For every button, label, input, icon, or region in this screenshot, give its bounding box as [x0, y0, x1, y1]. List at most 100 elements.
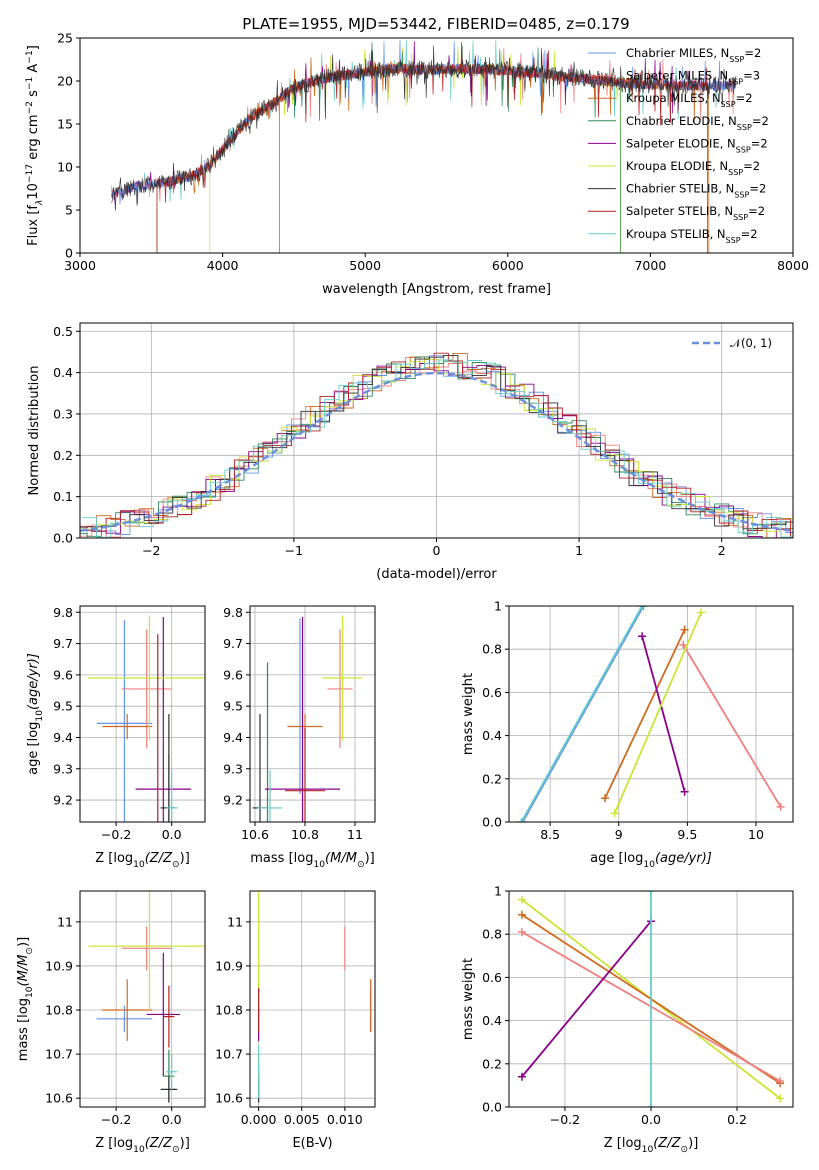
x-tick-label: −0.2	[101, 1112, 131, 1127]
y-tick-label: 0.2	[482, 1056, 502, 1071]
spectrum-panel: 3000 4000 5000 6000 7000 8000 0 5 10 15 20 25 Chabri…	[25, 31, 809, 298]
y-tick-label: 9.4	[223, 730, 243, 745]
errorbar-point	[327, 629, 353, 749]
mass_vs_ebv-marks	[258, 891, 372, 1103]
y-tick-label: 10.6	[215, 1091, 243, 1106]
x-tick-label: 6000	[492, 258, 524, 273]
weight-series	[517, 606, 647, 822]
plus-marker	[517, 910, 526, 919]
x-axis-label: Z [log10(Z/Z⊙)]	[604, 1136, 699, 1155]
y-tick-label: 9.6	[53, 667, 73, 682]
y-tick-label: 0.4	[53, 365, 73, 380]
plus-marker	[697, 608, 706, 617]
plus-marker	[680, 787, 689, 796]
axes-frame	[508, 605, 794, 823]
x-tick-label: −1	[285, 543, 303, 558]
y-axis-label: Normed distribution	[27, 366, 42, 496]
errorbar-point	[257, 770, 283, 822]
hist-step	[80, 352, 793, 538]
x-tick-label: 0.005	[284, 1112, 320, 1127]
legend-entry: Chabrier MILES, NSSP=2	[626, 46, 761, 64]
x-tick-label: −0.2	[550, 1112, 580, 1127]
x-axis-label: (data-model)/error	[376, 567, 497, 582]
weight-line	[521, 920, 652, 1078]
y-tick-label: 1	[494, 884, 502, 899]
y-tick-label: 10.8	[215, 1003, 243, 1018]
y-tick-label: 0.2	[482, 771, 502, 786]
y-tick-label: 10	[57, 160, 73, 175]
x-tick-label: 1	[575, 543, 583, 558]
y-tick-label: 9.8	[223, 605, 243, 620]
plus-marker	[776, 802, 785, 811]
residual_hist-marks	[80, 352, 793, 538]
y-tick-label: 0.4	[482, 728, 502, 743]
errorbar-point	[135, 616, 192, 822]
age_vs_Z-marks	[88, 615, 205, 822]
weight-line	[613, 612, 702, 814]
axes-frame	[249, 605, 376, 823]
x-tick-label: 4000	[207, 258, 239, 273]
y-tick-label: 9.6	[223, 667, 243, 682]
residual_hist-panel: −2 −1 0 1 2 0.0 0.1 0.2 0.3 0.4 0.5 𝒩(0, 1) (data-mo…	[27, 322, 794, 582]
hist-step	[82, 359, 793, 538]
weight-series	[601, 625, 689, 803]
weight-line	[520, 606, 643, 822]
errorbar-point	[88, 615, 205, 741]
y-axis-label: mass weight	[461, 673, 476, 755]
y-tick-label: 1	[494, 599, 502, 614]
y-tick-label: 10.6	[45, 1091, 73, 1106]
spectrum-line	[111, 45, 737, 206]
residual_hist-axes: −2 −1 0 1 2 0.0 0.1 0.2 0.3 0.4 0.5 𝒩(0, 1) (data-mo…	[27, 322, 794, 582]
y-tick-label: 0.8	[482, 927, 502, 942]
weight_vs_age-panel: 8.5 9 9.5 10 0.0 0.2 0.4 0.6 0.8 1 age [log10(age/…	[461, 599, 794, 870]
hist-step	[80, 363, 793, 538]
x-tick-label: 8.5	[540, 827, 560, 842]
plus-marker	[517, 895, 526, 904]
mass_vs_Z-axes: −0.2 0.0 10.6 10.7 10.8 10.9 11 Z [log10(Z/Z⊙)]…	[16, 890, 206, 1155]
x-tick-label: 10	[748, 827, 764, 842]
x-tick-label: 3000	[64, 258, 96, 273]
legend-entry: Chabrier STELIB, NSSP=2	[626, 182, 766, 200]
age_vs_mass-panel: 10.6 10.8 11 9.2 9.3 9.4 9.5 9.6 9.7 9.8 mass [log…	[223, 605, 376, 870]
x-tick-label: 0.0	[162, 827, 182, 842]
mass_vs_ebv-axes: 0.000 0.005 0.010 10.6 10.7 10.8 10.9 11 E(B-V)	[215, 890, 376, 1151]
x-tick-label: 2	[718, 543, 726, 558]
legend-entry: 𝒩(0, 1)	[730, 336, 772, 350]
errorbar-point	[166, 1054, 178, 1090]
hist-step	[80, 357, 793, 538]
legend-entry: Kroupa MILES, NSSP=2	[626, 91, 753, 109]
age_vs_Z-axes: −0.2 0.0 9.2 9.3 9.4 9.5 9.6 9.7 9.8 Z [log10(Z/Z…	[26, 605, 206, 870]
x-tick-label: 0.2	[727, 1112, 747, 1127]
errorbar-point	[88, 891, 205, 1011]
spectrum-axes: 3000 4000 5000 6000 7000 8000 0 5 10 15 20 25 Chabri…	[25, 31, 809, 298]
legend-entry: Salpeter STELIB, NSSP=2	[626, 204, 765, 222]
y-tick-label: 0.1	[53, 489, 73, 504]
y-tick-label: 10.9	[45, 958, 73, 973]
y-axis-label: Flux [fλ10−17 erg cm−2 s−1 A−1]	[25, 45, 45, 246]
plus-marker	[601, 794, 610, 803]
legend-entry: Kroupa ELODIE, NSSP=2	[626, 159, 760, 177]
mass_vs_Z-panel: −0.2 0.0 10.6 10.7 10.8 10.9 11 Z [log10(Z/Z⊙)]…	[16, 890, 206, 1155]
x-axis-label: Z [log10(Z/Z⊙)]	[95, 1136, 190, 1155]
weight_vs_age-marks	[517, 606, 785, 822]
errorbar-point	[322, 615, 363, 741]
plus-marker	[517, 818, 526, 822]
axes-frame	[79, 605, 206, 823]
y-axis-label: mass [log10(M/M⊙)]	[16, 937, 35, 1061]
plus-marker	[638, 632, 647, 641]
weight-line	[682, 644, 782, 808]
x-tick-label: 11	[347, 827, 363, 842]
x-tick-label: 9.5	[677, 827, 697, 842]
y-tick-label: 5	[65, 203, 73, 218]
y-tick-label: 25	[57, 31, 73, 46]
spectrum-line	[156, 42, 708, 253]
x-axis-label: E(B-V)	[292, 1136, 332, 1151]
plus-marker	[680, 625, 689, 634]
mass_vs_Z-marks	[88, 891, 205, 1103]
x-tick-label: 8000	[777, 258, 809, 273]
y-tick-label: 0.5	[53, 324, 73, 339]
x-tick-label: 0.0	[162, 1112, 182, 1127]
plus-marker	[776, 1094, 785, 1103]
y-axis-label: age [log10(age/yr)]	[26, 653, 45, 775]
